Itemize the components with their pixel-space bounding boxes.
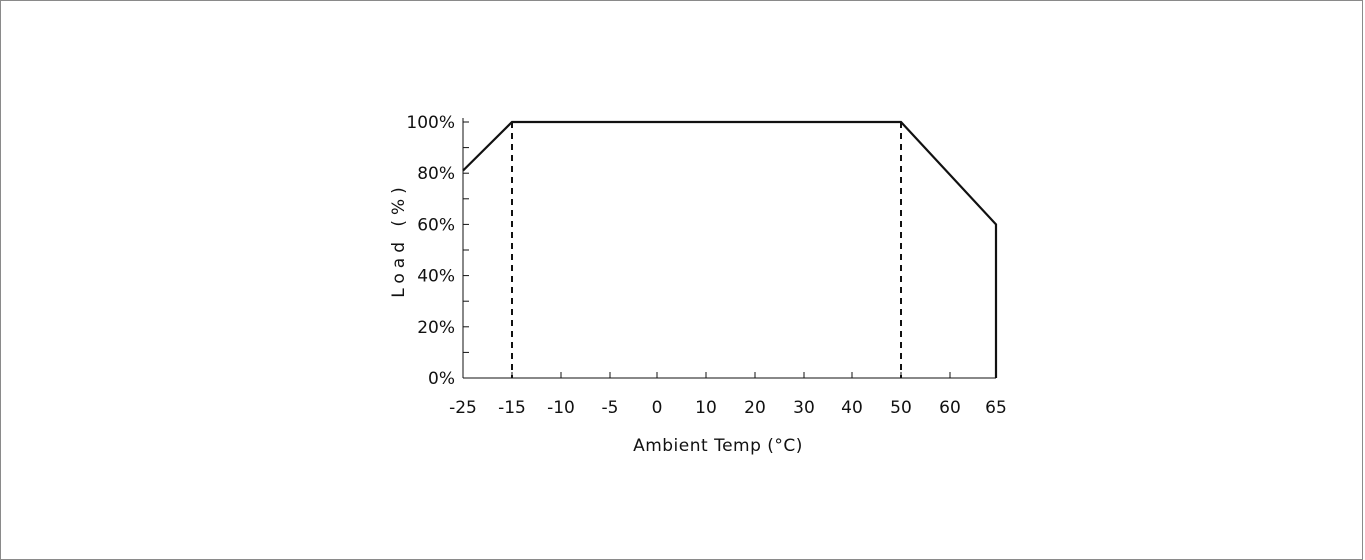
derating-chart: 0% 20% 40% 60% 80% 100% -25 -15 -10 -5 0 10 20 30 40 50…	[389, 113, 1007, 456]
y-tick-label: 80%	[417, 164, 455, 184]
x-tick-label: -5	[602, 398, 619, 418]
x-tick-label: 40	[841, 398, 863, 418]
y-tick-label: 40%	[417, 267, 455, 287]
y-tick-label: 0%	[428, 369, 455, 389]
x-tick-label: -25	[449, 398, 477, 418]
axes	[462, 118, 997, 379]
y-axis-title: Load (%)	[389, 182, 409, 298]
y-tick-label: 60%	[417, 215, 455, 235]
reference-lines	[511, 122, 902, 378]
x-tick-label: 10	[695, 398, 717, 418]
x-axis-title: Ambient Temp (°C)	[633, 436, 803, 456]
x-tick-label: 20	[744, 398, 766, 418]
y-tick-label: 100%	[406, 113, 455, 133]
x-tick-label: -15	[498, 398, 526, 418]
x-tick-label: 65	[985, 398, 1007, 418]
x-tick-label: 0	[652, 398, 663, 418]
y-tick-label: 20%	[417, 318, 455, 338]
x-tick-label: 50	[890, 398, 912, 418]
x-tick-label: 30	[793, 398, 815, 418]
derating-curve	[462, 120, 998, 378]
labels-group: 0% 20% 40% 60% 80% 100% -25 -15 -10 -5 0 10 20 30 40 50…	[389, 113, 1007, 456]
x-tick-label: 60	[939, 398, 961, 418]
series-group	[462, 120, 998, 378]
x-tick-label: -10	[547, 398, 575, 418]
